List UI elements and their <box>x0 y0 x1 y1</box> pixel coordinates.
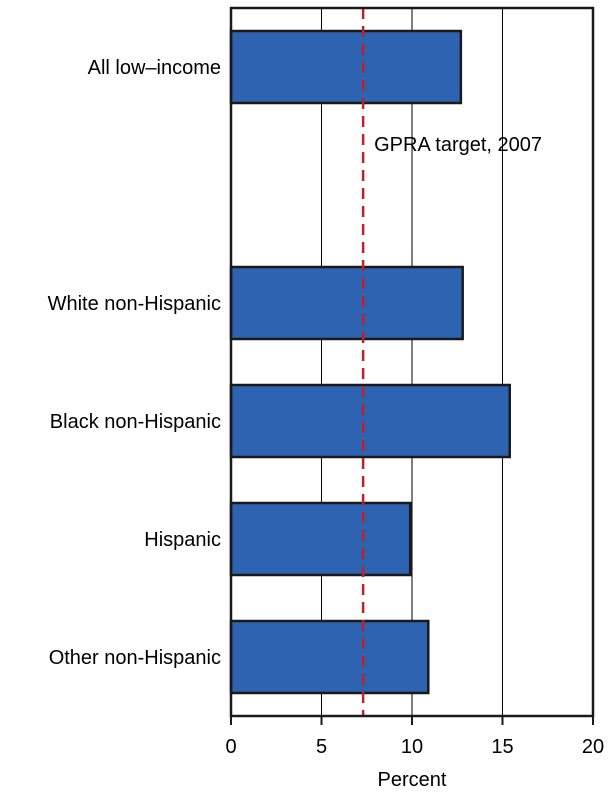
category-label-4: Other non-Hispanic <box>49 647 221 669</box>
category-labels: All low–income White non-Hispanic Black no… <box>48 57 221 669</box>
x-tick-label-3: 15 <box>491 736 513 758</box>
category-label-2: Black non-Hispanic <box>50 411 221 433</box>
x-tick-label-2: 10 <box>401 736 423 758</box>
bar-2 <box>229 383 511 459</box>
bar-3 <box>229 501 412 577</box>
category-label-1: White non-Hispanic <box>48 293 221 315</box>
gridlines <box>321 8 503 716</box>
x-tick-label-1: 5 <box>316 736 327 758</box>
bar-0 <box>229 29 463 105</box>
target-line-group: GPRA target, 2007 <box>361 8 542 716</box>
x-axis-title: Percent <box>378 769 447 791</box>
bars <box>229 29 511 695</box>
bar-1 <box>229 265 464 341</box>
bar-4 <box>229 619 430 695</box>
target-line-label: GPRA target, 2007 <box>374 134 542 156</box>
x-axis-ticks: 0 5 10 15 20 <box>225 716 604 758</box>
x-tick-label-4: 20 <box>582 736 604 758</box>
category-label-3: Hispanic <box>144 529 221 551</box>
category-label-0: All low–income <box>88 57 221 79</box>
x-tick-label-0: 0 <box>225 736 236 758</box>
